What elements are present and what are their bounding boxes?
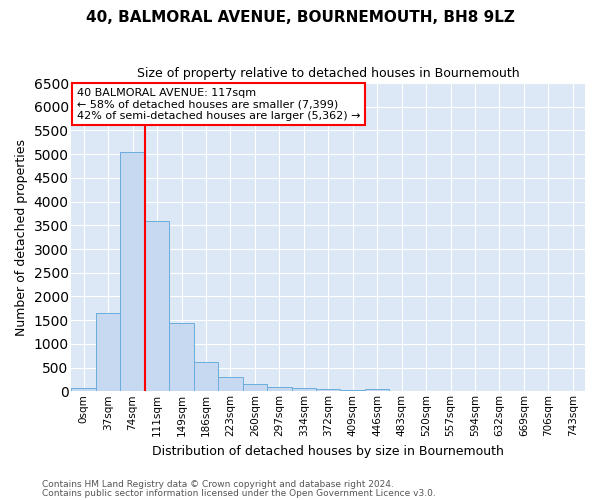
Bar bbox=[340, 390, 365, 392]
Bar bbox=[169, 324, 194, 392]
Text: Contains HM Land Registry data © Crown copyright and database right 2024.: Contains HM Land Registry data © Crown c… bbox=[42, 480, 394, 489]
Bar bbox=[316, 389, 340, 392]
Bar bbox=[218, 377, 242, 392]
X-axis label: Distribution of detached houses by size in Bournemouth: Distribution of detached houses by size … bbox=[152, 444, 504, 458]
Bar bbox=[194, 362, 218, 392]
Bar bbox=[145, 220, 169, 392]
Title: Size of property relative to detached houses in Bournemouth: Size of property relative to detached ho… bbox=[137, 68, 520, 80]
Bar bbox=[121, 152, 145, 392]
Bar bbox=[292, 388, 316, 392]
Text: Contains public sector information licensed under the Open Government Licence v3: Contains public sector information licen… bbox=[42, 488, 436, 498]
Text: 40, BALMORAL AVENUE, BOURNEMOUTH, BH8 9LZ: 40, BALMORAL AVENUE, BOURNEMOUTH, BH8 9L… bbox=[86, 10, 514, 25]
Bar bbox=[242, 384, 267, 392]
Text: 40 BALMORAL AVENUE: 117sqm
← 58% of detached houses are smaller (7,399)
42% of s: 40 BALMORAL AVENUE: 117sqm ← 58% of deta… bbox=[77, 88, 360, 121]
Y-axis label: Number of detached properties: Number of detached properties bbox=[15, 138, 28, 336]
Bar bbox=[365, 389, 389, 392]
Bar bbox=[267, 386, 292, 392]
Bar bbox=[71, 388, 96, 392]
Bar bbox=[96, 313, 121, 392]
